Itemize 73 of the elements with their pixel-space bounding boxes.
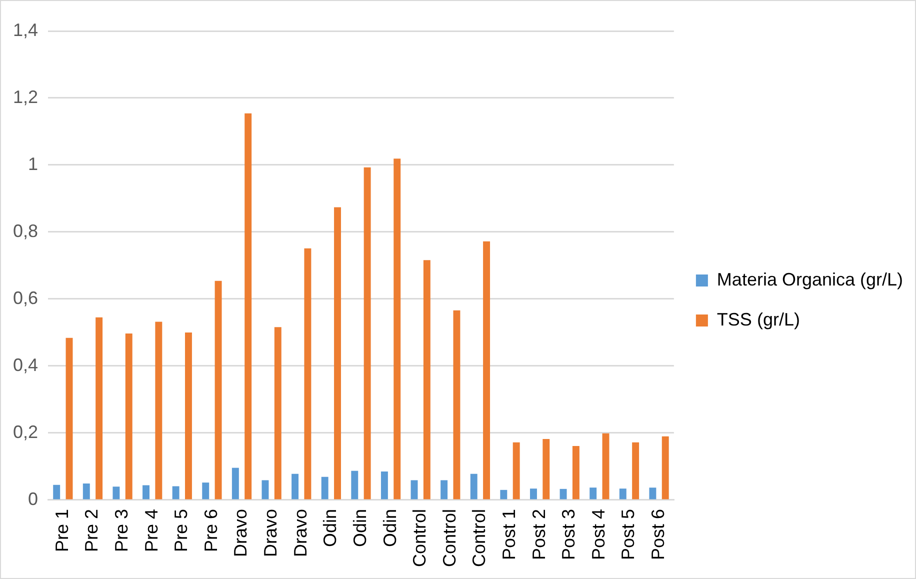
bar	[155, 322, 162, 500]
bar	[96, 317, 103, 500]
x-tick-label: Post 1	[498, 508, 519, 560]
bar	[232, 468, 239, 500]
bar	[304, 248, 312, 500]
bar	[470, 474, 478, 500]
x-tick-label: Dravo	[230, 508, 251, 557]
bar	[112, 486, 120, 500]
bar	[423, 260, 430, 500]
bar	[602, 433, 610, 500]
bar	[530, 488, 537, 500]
x-tick-label: Control	[469, 508, 490, 568]
y-tick-label: 0,4	[12, 354, 38, 375]
y-tick-label: 1,4	[12, 20, 38, 40]
legend-label: Materia Organica (gr/L)	[716, 269, 904, 290]
x-tick-label: Pre 4	[141, 508, 162, 552]
bar	[410, 480, 418, 500]
bar	[53, 484, 60, 500]
x-tick-label: Dravo	[260, 508, 281, 557]
bar	[351, 470, 358, 500]
bar	[202, 482, 210, 500]
bar	[483, 241, 490, 500]
bar	[82, 484, 90, 500]
bar	[572, 446, 580, 500]
x-tick-label: Dravo	[290, 508, 310, 557]
bar	[662, 436, 669, 500]
x-tick-label: Control	[410, 508, 430, 568]
x-tick-label: Pre 3	[112, 508, 132, 552]
bar	[542, 439, 550, 500]
bar	[649, 488, 656, 500]
y-tick-label: 0,8	[12, 220, 38, 241]
x-tick-label: Control	[439, 508, 460, 568]
x-tick-label: Post 3	[558, 508, 579, 560]
x-tick-label: Odin	[350, 508, 370, 548]
bar	[512, 442, 520, 500]
legend-label: TSS (gr/L)	[716, 309, 800, 330]
bar	[590, 488, 597, 500]
bar	[142, 485, 150, 500]
bar	[125, 333, 132, 500]
bar	[380, 472, 388, 500]
y-tick-label: 0	[28, 488, 38, 509]
bar	[334, 207, 341, 500]
bar	[632, 442, 640, 500]
bar	[394, 158, 401, 500]
x-tick-label: Post 5	[618, 508, 638, 560]
x-tick-label: Pre 6	[200, 508, 221, 552]
x-tick-label: Pre 1	[52, 508, 72, 552]
bar	[274, 327, 282, 500]
x-tick-label: Odin	[320, 508, 340, 548]
bar	[453, 310, 460, 500]
bar	[214, 280, 222, 500]
bar	[619, 488, 626, 500]
y-tick-label: 0,6	[12, 288, 38, 308]
bar	[66, 338, 73, 500]
y-tick-label: 0,2	[12, 422, 38, 442]
bar	[364, 167, 371, 500]
bar	[184, 332, 192, 500]
bar	[440, 480, 448, 500]
x-tick-label: Pre 2	[82, 508, 102, 552]
bar	[262, 480, 269, 500]
bar	[292, 474, 299, 500]
bar	[321, 476, 328, 500]
y-tick-label: 1	[28, 154, 38, 174]
x-tick-label: Pre 5	[171, 508, 192, 552]
x-tick-label: Post 2	[528, 508, 549, 560]
x-tick-label: Odin	[380, 508, 400, 548]
y-tick-label: 1,2	[12, 86, 38, 107]
x-tick-label: Post 4	[588, 508, 608, 560]
bar	[172, 486, 180, 500]
x-tick-label: Post 6	[648, 508, 668, 560]
bar	[244, 113, 252, 500]
bar	[500, 490, 508, 500]
bar	[560, 488, 567, 500]
